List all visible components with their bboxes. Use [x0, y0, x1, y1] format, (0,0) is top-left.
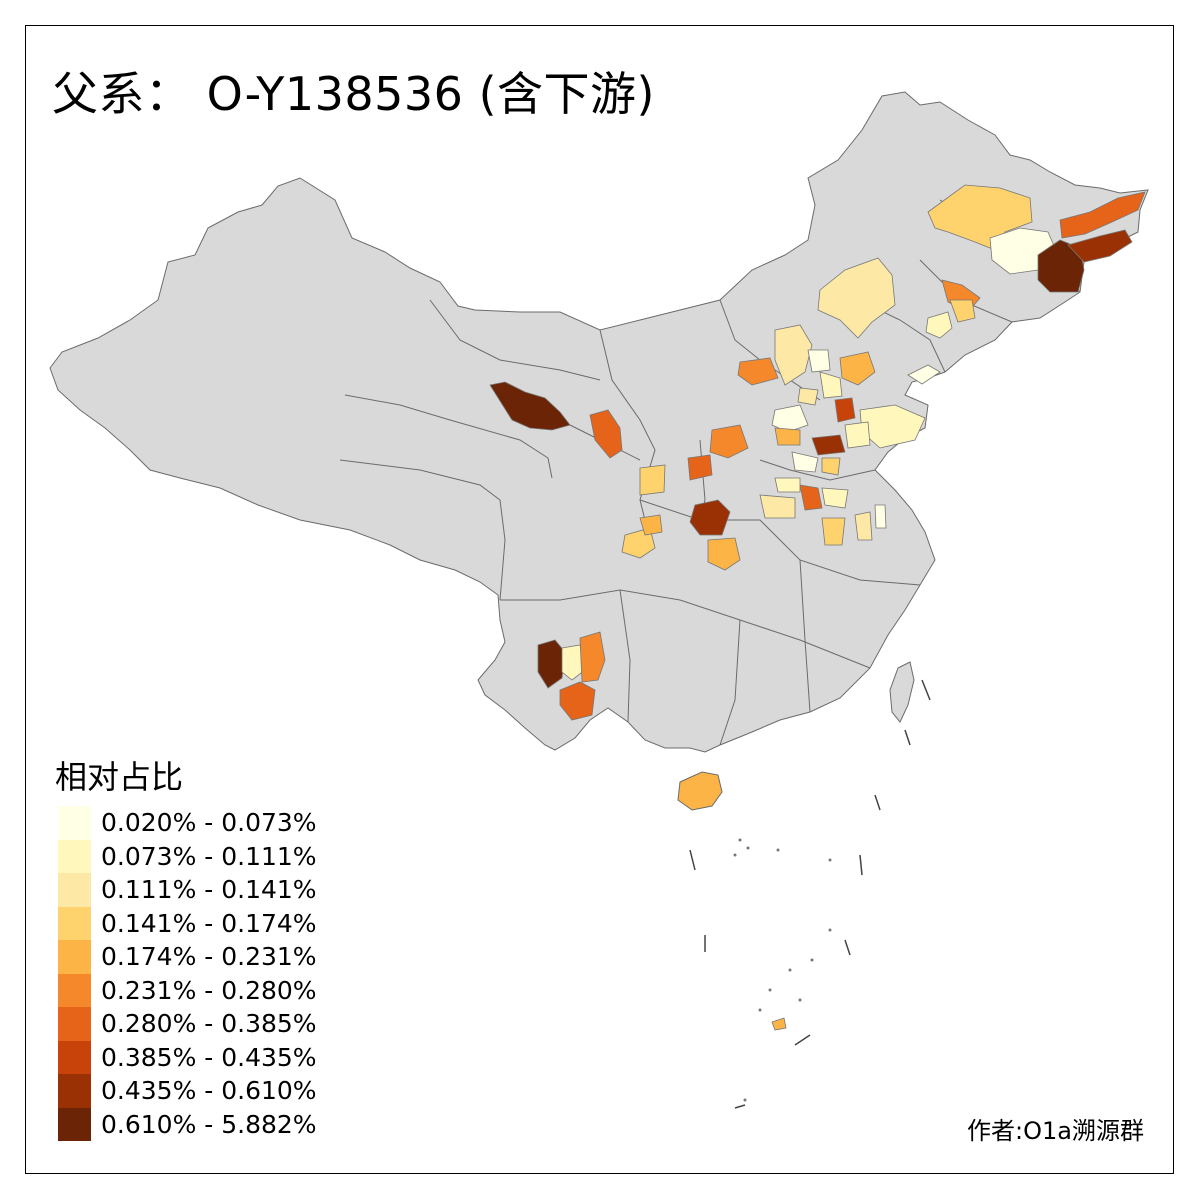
region-liaoning-2: [949, 299, 976, 323]
legend-label: 0.610% - 5.882%: [101, 1109, 317, 1139]
region-henan-n: [791, 451, 819, 473]
region-jiangsu-1: [874, 504, 887, 529]
region-yunnan-dark: [537, 639, 566, 689]
legend-title: 相对占比: [55, 758, 184, 796]
region-nw-heilongjiang: [927, 184, 1033, 251]
region-sichuan-2: [639, 514, 663, 536]
legend-swatch: [58, 806, 91, 840]
region-yunnan-2: [561, 644, 586, 681]
region-mudanjiang: [1037, 239, 1085, 293]
region-jixi: [1067, 229, 1133, 263]
legend-swatch: [58, 873, 91, 907]
region-dalian: [907, 364, 941, 385]
legend-swatch: [58, 1040, 91, 1074]
region-north-1: [774, 324, 813, 386]
map-title: 父系： O-Y138536 (含下游): [52, 67, 655, 121]
legend-swatch: [58, 940, 91, 974]
region-henan-3: [799, 484, 823, 511]
legend-label: 0.385% - 0.435%: [101, 1042, 317, 1072]
nine-dash-line: [689, 679, 931, 1109]
region-yunnan-4: [559, 681, 596, 721]
region-henan-5: [774, 477, 801, 493]
region-henan-4: [759, 494, 796, 519]
region-yunnan-3: [579, 631, 606, 683]
legend: 0.020% - 0.073% 0.073% - 0.111% 0.111% - 0…: [58, 806, 317, 1141]
region-anhui-1: [821, 517, 846, 546]
region-north-6: [797, 387, 819, 406]
legend-swatch: [58, 1007, 91, 1041]
legend-row: 0.610% - 5.882%: [58, 1107, 317, 1141]
legend-label: 0.435% - 0.610%: [101, 1076, 317, 1106]
region-north-3: [737, 357, 779, 386]
legend-label: 0.231% - 0.280%: [101, 975, 317, 1005]
legend-row: 0.385% - 0.435%: [58, 1040, 317, 1074]
region-island-south: [771, 1017, 787, 1031]
legend-row: 0.280% - 0.385%: [58, 1007, 317, 1041]
region-qinghai-haixi: [489, 381, 571, 431]
south-sea-islands: [733, 838, 832, 1102]
legend-swatch: [58, 906, 91, 940]
region-north-4: [839, 351, 876, 386]
hainan-island: [677, 771, 723, 811]
legend-row: 0.435% - 0.610%: [58, 1074, 317, 1108]
region-central-dark: [689, 499, 731, 536]
legend-label: 0.174% - 0.231%: [101, 942, 317, 972]
legend-label: 0.111% - 0.141%: [101, 875, 317, 905]
region-henan-2: [821, 457, 841, 476]
region-gansu-1: [589, 409, 623, 459]
legend-row: 0.073% - 0.111%: [58, 839, 317, 873]
region-liaoning: [925, 311, 953, 339]
region-hebei-s3: [811, 434, 846, 456]
legend-swatch: [58, 973, 91, 1007]
region-shaanxi-2: [687, 454, 713, 481]
legend-swatch: [58, 1107, 91, 1141]
region-north-5: [819, 371, 843, 399]
region-north-2: [807, 349, 831, 373]
legend-row: 0.231% - 0.280%: [58, 973, 317, 1007]
region-hebei-s2: [774, 427, 801, 446]
region-shaanxi-1: [709, 424, 749, 459]
legend-swatch: [58, 839, 91, 873]
region-hebei-s1: [771, 404, 809, 433]
legend-swatch: [58, 1074, 91, 1108]
legend-label: 0.073% - 0.111%: [101, 841, 317, 871]
region-shandong-2: [834, 397, 856, 423]
legend-label: 0.141% - 0.174%: [101, 908, 317, 938]
legend-row: 0.174% - 0.231%: [58, 940, 317, 974]
region-anhui-2: [854, 511, 873, 541]
region-inner-mongolia: [817, 257, 896, 339]
legend-label: 0.280% - 0.385%: [101, 1009, 317, 1039]
highlighted-regions: [489, 184, 1146, 1031]
legend-label: 0.020% - 0.073%: [101, 808, 317, 838]
region-jiamusi: [1059, 191, 1146, 239]
legend-row: 0.141% - 0.174%: [58, 906, 317, 940]
legend-row: 0.111% - 0.141%: [58, 873, 317, 907]
region-henan-6: [821, 487, 849, 509]
region-hebei-s4: [844, 421, 871, 449]
taiwan-island: [889, 661, 915, 723]
legend-row: 0.020% - 0.073%: [58, 806, 317, 840]
region-chongqing: [707, 537, 741, 571]
region-gansu-2: [639, 464, 666, 496]
author-credit: 作者:O1a溯源群: [967, 1117, 1144, 1145]
